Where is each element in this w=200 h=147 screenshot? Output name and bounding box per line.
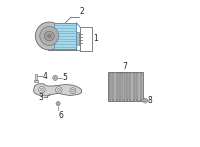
Circle shape xyxy=(40,26,59,46)
Circle shape xyxy=(133,100,135,102)
Bar xyxy=(48,23,76,50)
Circle shape xyxy=(56,102,60,106)
Circle shape xyxy=(57,103,59,105)
Bar xyxy=(109,73,111,100)
Text: 8: 8 xyxy=(148,96,153,105)
Bar xyxy=(133,73,135,100)
Bar xyxy=(116,73,118,100)
Circle shape xyxy=(39,86,45,93)
Bar xyxy=(54,23,76,49)
Circle shape xyxy=(140,100,142,102)
Bar xyxy=(108,72,143,101)
Circle shape xyxy=(48,34,51,38)
Bar xyxy=(126,73,128,100)
Text: 1: 1 xyxy=(94,34,98,44)
Circle shape xyxy=(116,100,117,102)
Circle shape xyxy=(144,100,146,102)
Text: 3: 3 xyxy=(39,92,43,102)
Circle shape xyxy=(126,100,128,102)
Circle shape xyxy=(57,88,60,92)
Circle shape xyxy=(123,100,124,102)
Bar xyxy=(122,73,125,100)
Text: 4: 4 xyxy=(42,72,47,81)
Circle shape xyxy=(35,22,63,50)
Text: 2: 2 xyxy=(79,7,84,16)
Text: 5: 5 xyxy=(62,73,67,82)
Circle shape xyxy=(56,87,62,93)
Bar xyxy=(136,73,138,100)
Circle shape xyxy=(54,77,56,79)
Bar xyxy=(80,27,92,51)
Bar xyxy=(140,73,142,100)
Bar xyxy=(112,73,114,100)
Bar xyxy=(35,74,37,80)
Circle shape xyxy=(119,100,121,102)
Circle shape xyxy=(53,75,58,80)
Polygon shape xyxy=(34,84,82,96)
Bar xyxy=(119,73,121,100)
Bar xyxy=(76,32,79,45)
Bar xyxy=(129,73,131,100)
Circle shape xyxy=(71,89,74,92)
Text: 6: 6 xyxy=(59,111,64,120)
Circle shape xyxy=(109,100,111,102)
Text: 7: 7 xyxy=(123,62,128,71)
Circle shape xyxy=(112,100,114,102)
Circle shape xyxy=(136,100,138,102)
Circle shape xyxy=(40,88,44,91)
Bar xyxy=(34,80,38,82)
Circle shape xyxy=(143,98,148,103)
Circle shape xyxy=(44,31,54,41)
Circle shape xyxy=(70,88,76,94)
Circle shape xyxy=(130,100,131,102)
